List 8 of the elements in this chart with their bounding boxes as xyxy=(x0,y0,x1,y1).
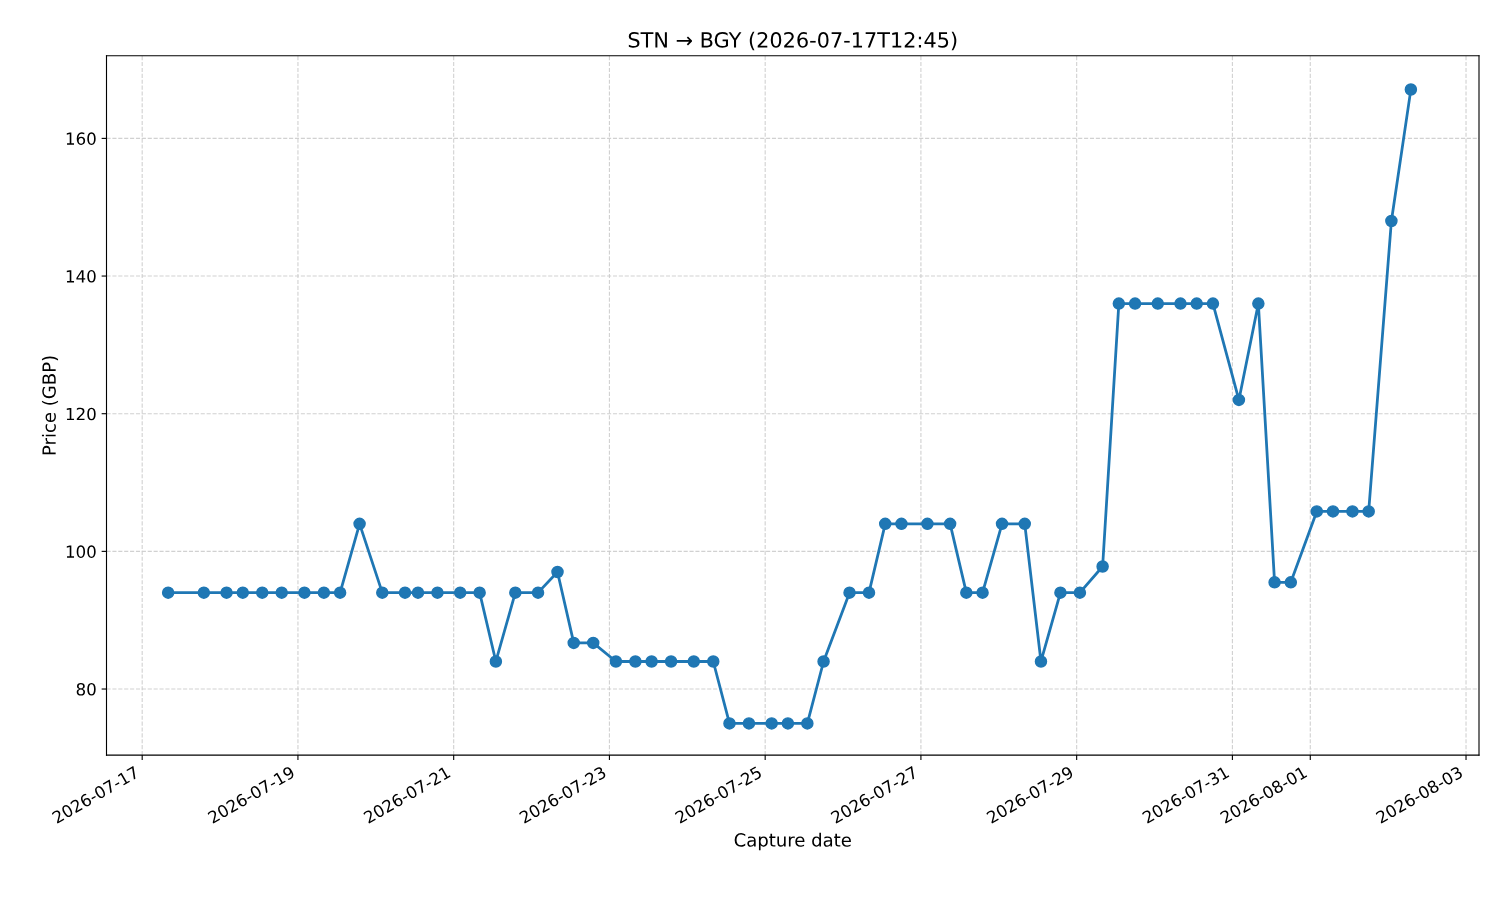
y-tick-label: 160 xyxy=(66,132,96,145)
y-axis-title: Price (GBP) xyxy=(41,356,59,455)
chart-title: STN → BGY (2026-07-17T12:45) xyxy=(628,31,957,51)
y-tick-label: 120 xyxy=(66,407,96,421)
x-axis-title: Capture date xyxy=(734,832,851,851)
y-tick-label: 80 xyxy=(76,682,96,696)
y-tick-label: 100 xyxy=(66,545,96,558)
y-tick-label: 140 xyxy=(66,270,96,283)
